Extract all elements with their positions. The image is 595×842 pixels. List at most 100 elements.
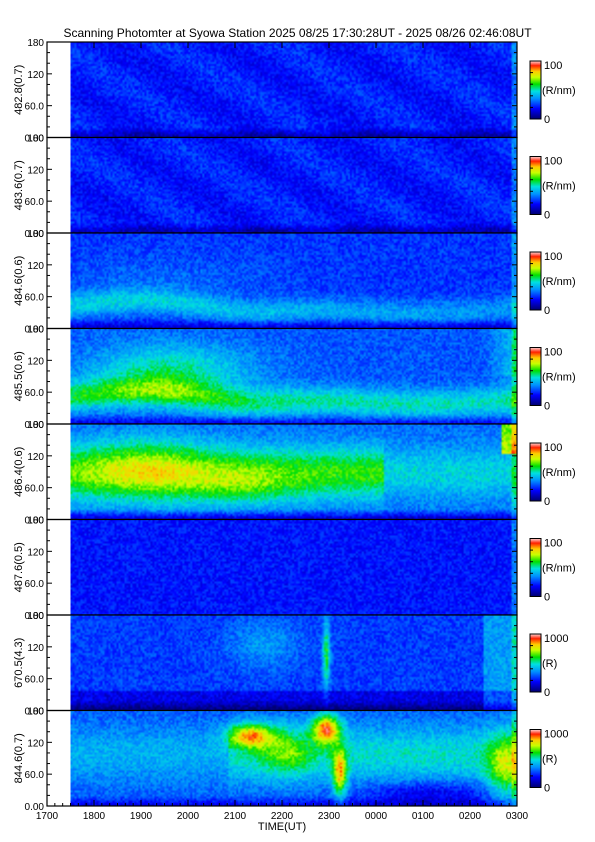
colorbar	[529, 538, 542, 597]
y-tick-label: 120	[27, 643, 44, 654]
colorbar-min-label: 0	[544, 305, 550, 317]
y-tick-label: 60.0	[25, 770, 45, 781]
y-tick-label: 180	[27, 134, 44, 145]
y-tick-label: 120	[27, 261, 44, 272]
x-tick-label: 1700	[36, 811, 59, 822]
y-tick-label: 0.00	[25, 134, 45, 145]
colorbar-max-label: 100	[544, 60, 562, 72]
x-tick-label: 0000	[365, 811, 388, 822]
colorbar-min-label: 0	[544, 496, 550, 508]
y-tick-label: 120	[27, 70, 44, 81]
panel-2: 0.00 60.0 120 180 483.6(0.7) 100 (R/nm) 0	[13, 134, 576, 241]
heatmap-7	[70, 615, 518, 711]
x-tick-label: 0300	[506, 811, 529, 822]
x-tick-label: 1900	[130, 811, 153, 822]
panel-4: 0.00 60.0 120 180 485.5(0.6) 100 (R/nm) 0	[13, 325, 576, 432]
panel-3: 0.00 60.0 120 180 484.6(0.6) 100 (R/nm) 0	[13, 229, 576, 336]
y-tick-label: 120	[27, 738, 44, 749]
heatmap-5	[70, 424, 518, 520]
y-tick-label: 180	[27, 325, 44, 336]
panel-6: 0.00 60.0 120 180 487.6(0.5) 100 (R/nm) 0	[13, 516, 576, 623]
panel-1: 0.00 60.0 120 180 482.8(0.7) 100 (R/nm) 0	[13, 38, 576, 145]
x-tick-label: 2200	[271, 811, 294, 822]
x-axis-label: TIME(UT)	[258, 821, 306, 833]
colorbar-max-label: 100	[544, 442, 562, 454]
heatmap-4	[70, 328, 518, 425]
panel-7: 0.00 60.0 120 180 670.5(4.3) 1000 (R) 0	[13, 611, 568, 718]
panel-ylabel: 670.5(4.3)	[13, 638, 25, 688]
y-tick-label: 60.0	[25, 102, 45, 113]
colorbar-max-label: 100	[544, 251, 562, 263]
y-tick-label: 60.0	[25, 579, 45, 590]
colorbar-min-label: 0	[544, 687, 550, 699]
heatmap-3	[70, 233, 518, 329]
panel-5: 0.00 60.0 120 180 486.4(0.6) 100 (R/nm) 0	[13, 420, 576, 527]
x-axis: 1700 1800 1900 2000 2100 2200 2300 0000 0100 0200…	[36, 42, 529, 833]
y-tick-label: 180	[27, 707, 44, 718]
colorbar-unit-label: (R/nm)	[542, 181, 576, 193]
heatmap-1	[70, 42, 518, 138]
y-tick-label: 180	[27, 611, 44, 622]
colorbar-unit-label: (R/nm)	[542, 276, 576, 288]
x-tick-label: 0200	[459, 811, 482, 822]
panel-8: 0.00 60.0 120 180 844.6(0.7) 1000 (R) 0	[13, 707, 568, 814]
heatmap-8	[70, 710, 518, 807]
colorbar	[529, 729, 542, 788]
panel-ylabel: 484.6(0.6)	[13, 256, 25, 306]
y-tick-label: 180	[27, 516, 44, 527]
colorbar	[529, 633, 542, 693]
colorbar-max-label: 100	[544, 538, 562, 550]
colorbar	[529, 156, 542, 215]
colorbar-unit-label: (R/nm)	[542, 372, 576, 384]
y-tick-label: 0.00	[25, 229, 45, 240]
colorbar-unit-label: (R/nm)	[542, 85, 576, 97]
y-tick-label: 0.00	[25, 325, 45, 336]
colorbar-min-label: 0	[544, 783, 550, 795]
colorbar-max-label: 1000	[544, 729, 568, 741]
colorbar	[529, 347, 542, 406]
colorbar-unit-label: (R/nm)	[542, 467, 576, 479]
colorbar-unit-label: (R)	[542, 754, 557, 766]
y-tick-label: 120	[27, 356, 44, 367]
panel-ylabel: 485.5(0.6)	[13, 351, 25, 401]
y-tick-label: 60.0	[25, 197, 45, 208]
colorbar-min-label: 0	[544, 592, 550, 604]
chart-title: Scanning Photomter at Syowa Station 2025…	[63, 26, 532, 40]
y-tick-label: 0.00	[25, 707, 45, 718]
panel-ylabel: 482.8(0.7)	[13, 65, 25, 115]
y-tick-label: 180	[27, 38, 44, 49]
y-tick-label: 180	[27, 420, 44, 431]
x-tick-label: 2100	[224, 811, 247, 822]
y-tick-label: 180	[27, 229, 44, 240]
y-tick-label: 60.0	[25, 388, 45, 399]
colorbar-max-label: 100	[544, 156, 562, 168]
y-tick-label: 0.00	[25, 611, 45, 622]
y-tick-label: 0.00	[25, 420, 45, 431]
panel-ylabel: 486.4(0.6)	[13, 447, 25, 497]
panel-ylabel: 844.6(0.7)	[13, 733, 25, 783]
y-tick-label: 120	[27, 165, 44, 176]
x-tick-label: 1800	[83, 811, 106, 822]
colorbar-min-label: 0	[544, 401, 550, 413]
panels-group: 0.00 60.0 120 180 482.8(0.7) 100 (R/nm) 0 0.00 60…	[13, 38, 576, 813]
colorbar-unit-label: (R/nm)	[542, 563, 576, 575]
x-tick-label: 2300	[318, 811, 341, 822]
panel-ylabel: 483.6(0.7)	[13, 160, 25, 210]
colorbar-min-label: 0	[544, 210, 550, 222]
colorbar	[529, 60, 542, 120]
colorbar-unit-label: (R)	[542, 658, 557, 670]
y-tick-label: 60.0	[25, 675, 45, 686]
x-tick-label: 2000	[177, 811, 200, 822]
y-tick-label: 120	[27, 547, 44, 558]
y-tick-label: 60.0	[25, 293, 45, 304]
colorbar-max-label: 100	[544, 347, 562, 359]
colorbar-min-label: 0	[544, 114, 550, 126]
colorbar	[529, 442, 542, 502]
panel-ylabel: 487.6(0.5)	[13, 542, 25, 592]
colorbar-max-label: 1000	[544, 633, 568, 645]
y-tick-label: 0.00	[25, 802, 45, 813]
heatmap-6	[70, 519, 518, 616]
heatmap-2	[70, 137, 518, 234]
x-tick-label: 0100	[412, 811, 435, 822]
